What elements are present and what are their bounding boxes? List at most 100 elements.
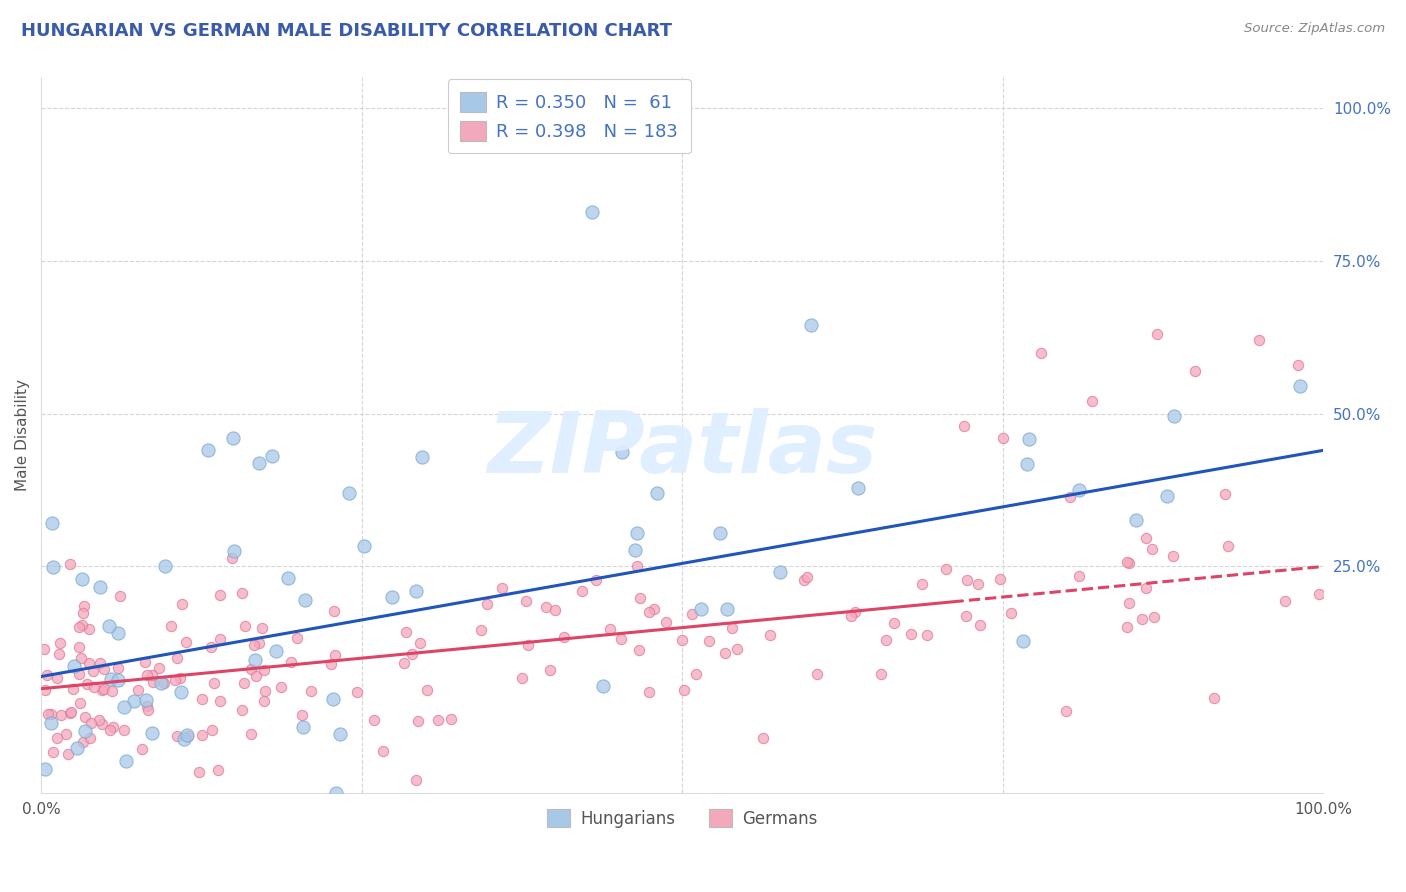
Point [254, 684, 277, 698]
Point [250, 621, 273, 635]
Point [222, 431, 245, 445]
Point [76, 677, 98, 691]
Point [1142, 542, 1164, 557]
Point [599, 622, 621, 636]
Point [41, 516, 63, 530]
Point [1213, 487, 1236, 501]
Point [150, 676, 173, 690]
Point [240, 727, 263, 741]
Point [844, 605, 866, 619]
Point [752, 731, 775, 745]
Point [208, 694, 231, 708]
Point [534, 599, 557, 614]
Point [260, 450, 283, 464]
Point [97, 619, 120, 633]
Point [170, 597, 193, 611]
Point [58, 747, 80, 761]
Point [1289, 378, 1312, 392]
Point [45, 731, 67, 746]
Point [969, 618, 991, 632]
Point [759, 628, 782, 642]
Point [1130, 612, 1153, 626]
Point [101, 721, 124, 735]
Point [208, 632, 231, 646]
Point [87, 713, 110, 727]
Point [624, 542, 647, 557]
Point [553, 630, 575, 644]
Point [77, 623, 100, 637]
Point [59, 557, 82, 571]
Point [725, 641, 748, 656]
Point [1249, 333, 1271, 347]
Point [1156, 489, 1178, 503]
Point [405, 773, 427, 788]
Point [470, 623, 492, 637]
Point [39, 716, 62, 731]
Point [93, 681, 115, 696]
Point [134, 655, 156, 669]
Point [89, 656, 111, 670]
Point [401, 647, 423, 661]
Point [1135, 581, 1157, 595]
Point [628, 591, 651, 605]
Point [70, 618, 93, 632]
Point [253, 694, 276, 708]
Point [107, 673, 129, 687]
Point [98, 723, 121, 738]
Point [1054, 704, 1077, 718]
Point [915, 628, 938, 642]
Point [1161, 549, 1184, 564]
Point [49, 707, 72, 722]
Point [63, 658, 86, 673]
Point [224, 543, 246, 558]
Point [1216, 540, 1239, 554]
Point [655, 615, 678, 630]
Point [411, 450, 433, 464]
Point [796, 570, 818, 584]
Point [55, 726, 77, 740]
Point [911, 577, 934, 591]
Point [89, 580, 111, 594]
Point [585, 573, 607, 587]
Point [202, 676, 225, 690]
Point [440, 712, 463, 726]
Point [381, 590, 404, 604]
Point [153, 676, 176, 690]
Point [883, 615, 905, 630]
Point [166, 730, 188, 744]
Point [191, 728, 214, 742]
Point [323, 604, 346, 618]
Point [294, 592, 316, 607]
Point [131, 742, 153, 756]
Point [839, 609, 862, 624]
Point [163, 673, 186, 688]
Point [321, 657, 343, 671]
Point [671, 632, 693, 647]
Point [689, 602, 711, 616]
Point [1000, 607, 1022, 621]
Point [1308, 587, 1330, 601]
Point [34, 763, 56, 777]
Point [713, 646, 735, 660]
Point [363, 713, 385, 727]
Point [188, 764, 211, 779]
Point [538, 663, 561, 677]
Point [247, 636, 270, 650]
Point [491, 581, 513, 595]
Point [935, 562, 957, 576]
Point [408, 714, 430, 728]
Point [174, 634, 197, 648]
Point [299, 684, 322, 698]
Point [475, 597, 498, 611]
Point [337, 485, 360, 500]
Point [405, 584, 427, 599]
Point [1286, 358, 1309, 372]
Point [142, 674, 165, 689]
Point [395, 624, 418, 639]
Point [592, 679, 614, 693]
Point [93, 662, 115, 676]
Point [1125, 513, 1147, 527]
Point [769, 565, 792, 579]
Point [73, 710, 96, 724]
Point [173, 732, 195, 747]
